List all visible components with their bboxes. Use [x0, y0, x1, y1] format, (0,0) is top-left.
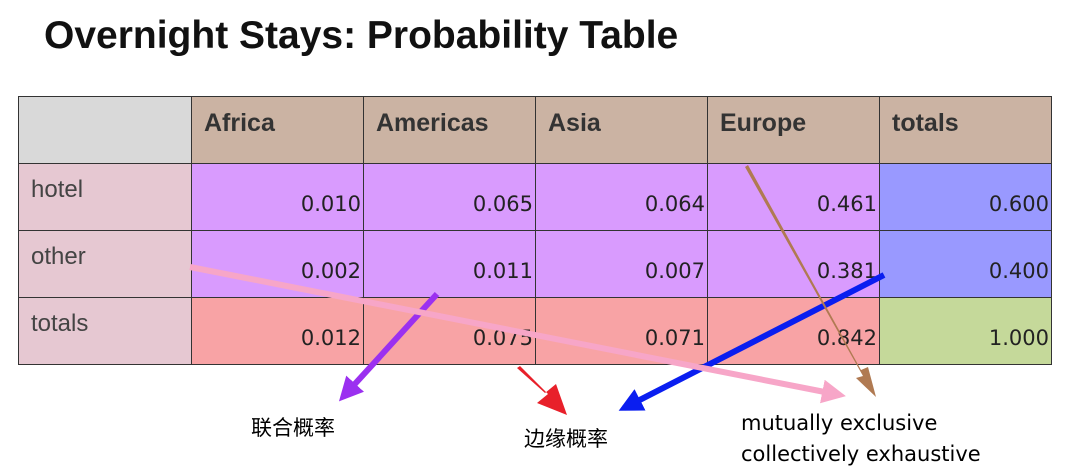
column-header-totals: totals: [879, 96, 1052, 164]
mutually-exclusive-label: mutually exclusive: [741, 411, 938, 435]
joint-cell: 0.461: [707, 163, 880, 231]
column-header-africa: Africa: [191, 96, 364, 164]
collectively-exhaustive-label: collectively exhaustive: [741, 442, 981, 466]
column-total-cell: 0.071: [535, 297, 708, 365]
row-total-cell: 0.400: [879, 230, 1052, 298]
joint-cell: 0.010: [191, 163, 364, 231]
table-row-hotel: hotel 0.010 0.065 0.064 0.461 0.600: [18, 163, 1052, 231]
header-row: Africa Americas Asia Europe totals: [18, 96, 1052, 164]
marginal-arrow-red: [517, 366, 567, 415]
column-header-asia: Asia: [535, 96, 708, 164]
row-total-cell: 0.600: [879, 163, 1052, 231]
row-label-hotel: hotel: [18, 163, 192, 231]
joint-cell: 0.007: [535, 230, 708, 298]
column-total-cell: 0.842: [707, 297, 880, 365]
joint-cell: 0.065: [363, 163, 536, 231]
corner-cell: [18, 96, 192, 164]
joint-cell: 0.381: [707, 230, 880, 298]
joint-cell: 0.002: [191, 230, 364, 298]
row-label-other: other: [18, 230, 192, 298]
probability-table: Africa Americas Asia Europe totals hotel…: [18, 96, 1052, 365]
column-total-cell: 0.075: [363, 297, 536, 365]
joint-probability-label: 联合概率: [251, 416, 335, 440]
joint-cell: 0.064: [535, 163, 708, 231]
table-row-other: other 0.002 0.011 0.007 0.381 0.400: [18, 230, 1052, 298]
row-label-totals: totals: [18, 297, 192, 365]
column-header-americas: Americas: [363, 96, 536, 164]
table-row-totals: totals 0.012 0.075 0.071 0.842 1.000: [18, 297, 1052, 365]
marginal-probability-label: 边缘概率: [524, 427, 608, 451]
grand-total-cell: 1.000: [879, 297, 1052, 365]
page-title: Overnight Stays: Probability Table: [44, 14, 679, 57]
column-total-cell: 0.012: [191, 297, 364, 365]
joint-cell: 0.011: [363, 230, 536, 298]
column-header-europe: Europe: [707, 96, 880, 164]
